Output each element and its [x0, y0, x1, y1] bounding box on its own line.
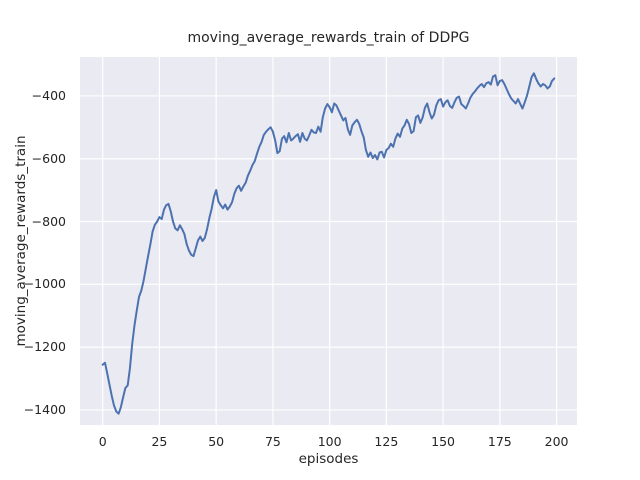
y-tick-label: −600 [31, 150, 66, 166]
x-tick-label: 125 [374, 434, 399, 449]
x-tick-label: 100 [317, 434, 342, 449]
x-tick-label: 50 [208, 434, 225, 449]
x-tick-label: 25 [151, 434, 168, 449]
x-tick-label: 0 [98, 434, 107, 449]
y-tick-label: −1400 [23, 401, 66, 417]
y-tick-label: −800 [31, 213, 66, 229]
x-tick-label: 175 [487, 434, 512, 449]
chart-title: moving_average_rewards_train of DDPG [187, 30, 470, 46]
y-tick-label: −400 [31, 87, 66, 103]
x-tick-label: 150 [431, 434, 456, 449]
x-tick-label: 200 [544, 434, 569, 449]
x-tick-label: 75 [264, 434, 281, 449]
y-tick-label: −1200 [23, 339, 66, 355]
axes-background [80, 57, 577, 425]
y-tick-label: −1000 [23, 276, 66, 292]
series-line-moving_average_rewards_train [101, 72, 556, 415]
y-axis-label: moving_average_rewards_train [13, 135, 29, 347]
x-axis-label: episodes [298, 451, 359, 467]
